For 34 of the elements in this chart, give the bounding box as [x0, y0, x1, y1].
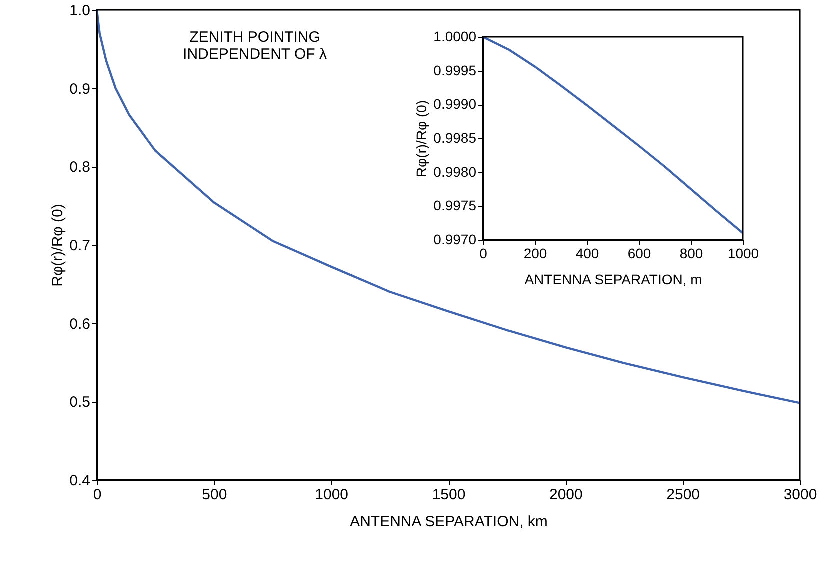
y-tick-label: 1.0: [70, 2, 90, 20]
y-tick-label: 0.9970: [434, 232, 477, 248]
x-tick-label: 200: [524, 246, 548, 262]
line-series: [96, 8, 802, 404]
x-axis-title: ANTENNA SEPARATION, km: [350, 514, 548, 530]
y-tick-label: 0.8: [70, 159, 90, 176]
y-axis-title: Rφ(r)/Rφ (0): [50, 204, 67, 287]
x-tick-label: 1500: [432, 486, 466, 504]
y-tick-label: 0.6: [70, 316, 90, 333]
x-tick-label: 3000: [784, 486, 818, 504]
x-tick-label: 800: [680, 246, 704, 262]
x-tick-label: 0: [480, 246, 488, 262]
y-tick-label: 0.4: [70, 472, 90, 490]
x-tick-label: 0: [93, 486, 102, 504]
x-tick-label: 1000: [315, 486, 349, 504]
y-tick-label: 0.9975: [434, 198, 477, 214]
x-tick-label: 2500: [666, 486, 700, 504]
y-tick-label: 0.7: [70, 238, 90, 254]
x-tick-label: 400: [576, 246, 600, 262]
x-tick-label: 1000: [728, 246, 760, 262]
annotation: ZENITH POINTING INDEPENDENT OF λ: [183, 29, 328, 63]
line-series: [482, 36, 744, 234]
y-tick-label: 0.9: [70, 80, 90, 98]
x-axis-title: ANTENNA SEPARATION, m: [524, 272, 702, 288]
x-tick-label: 600: [628, 246, 652, 262]
y-tick-label: 1.0000: [434, 28, 477, 44]
y-tick-label: 0.9990: [434, 96, 477, 112]
y-tick-label: 0.9995: [434, 62, 477, 78]
y-tick-label: 0.5: [70, 394, 90, 412]
y-tick-label: 0.9985: [434, 130, 477, 146]
x-tick-label: 500: [202, 486, 228, 504]
y-axis-title: Rφ(r)/Rφ (0): [414, 100, 430, 178]
x-tick-label: 2000: [549, 486, 583, 504]
y-tick-label: 0.9980: [434, 164, 477, 180]
